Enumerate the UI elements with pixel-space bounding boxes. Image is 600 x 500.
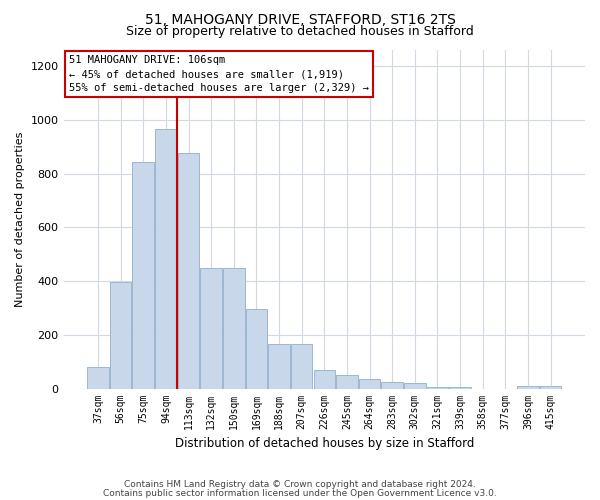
Bar (268, 344, 290, 389)
Bar (245, 310, 267, 388)
Bar (449, 387, 471, 388)
Text: 51, MAHOGANY DRIVE, STAFFORD, ST16 2TS: 51, MAHOGANY DRIVE, STAFFORD, ST16 2TS (145, 12, 455, 26)
Bar (155, 130, 176, 388)
Bar (382, 382, 403, 388)
Bar (110, 282, 131, 389)
Text: 51 MAHOGANY DRIVE: 106sqm
← 45% of detached houses are smaller (1,919)
55% of se: 51 MAHOGANY DRIVE: 106sqm ← 45% of detac… (69, 55, 369, 93)
Bar (540, 386, 561, 388)
Bar (200, 268, 222, 388)
Bar (291, 344, 313, 389)
Bar (314, 370, 335, 388)
Bar (133, 162, 154, 388)
Bar (359, 379, 380, 388)
Bar (223, 268, 245, 388)
Y-axis label: Number of detached properties: Number of detached properties (15, 132, 25, 307)
Bar (404, 383, 425, 388)
Bar (336, 375, 358, 388)
Text: Contains HM Land Registry data © Crown copyright and database right 2024.: Contains HM Land Registry data © Crown c… (124, 480, 476, 489)
Text: Contains public sector information licensed under the Open Government Licence v3: Contains public sector information licen… (103, 488, 497, 498)
Bar (87, 367, 109, 388)
Bar (178, 154, 199, 388)
X-axis label: Distribution of detached houses by size in Stafford: Distribution of detached houses by size … (175, 437, 474, 450)
Text: Size of property relative to detached houses in Stafford: Size of property relative to detached ho… (126, 25, 474, 38)
Bar (517, 386, 539, 388)
Bar (427, 387, 448, 388)
